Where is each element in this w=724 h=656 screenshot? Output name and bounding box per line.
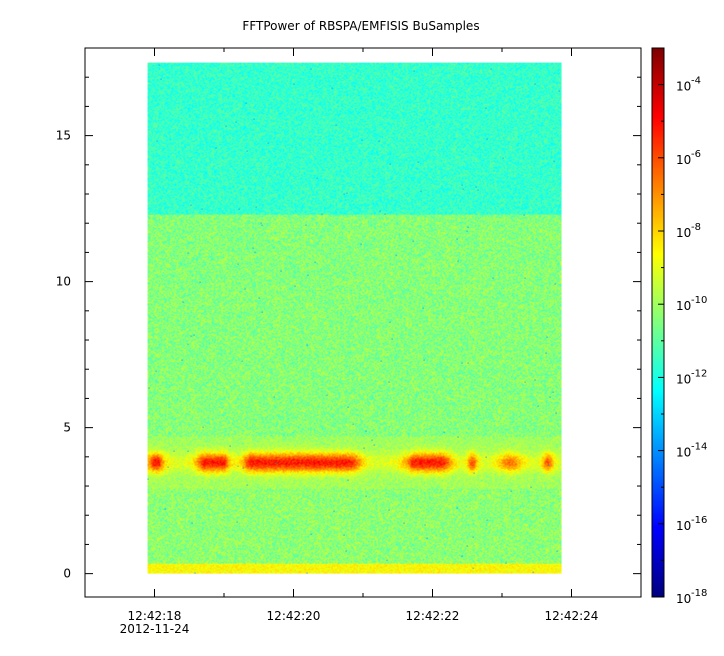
x-tick-label: 12:42:22 <box>406 609 460 623</box>
x-axis: 12:42:18 12:42:20 12:42:22 12:42:24 2012-11-… <box>84 48 642 636</box>
colorbar-tick-exponent: -16 <box>691 515 707 526</box>
colorbar-tick-exponent: -12 <box>691 368 707 379</box>
colorbar-tick-label: 10 <box>676 446 691 460</box>
colorbar-tick-label: 10 <box>676 80 691 94</box>
colorbar-tick-label: 10 <box>676 153 691 167</box>
colorbar-tick-exponent: -6 <box>691 149 701 160</box>
colorbar-tick-label: 10 <box>676 519 691 533</box>
x-date-label: 2012-11-24 <box>120 622 190 636</box>
y-tick-label: 0 <box>63 567 71 581</box>
colorbar-tick-exponent: -14 <box>691 442 707 453</box>
colorbar-tick-label: 10 <box>676 299 691 313</box>
colorbar-tick-exponent: -4 <box>691 76 701 87</box>
colorbar-image <box>652 48 664 597</box>
y-axis: 0 5 10 15 <box>56 76 641 581</box>
y-tick-label: 15 <box>56 129 71 143</box>
x-tick-label: 12:42:24 <box>545 609 599 623</box>
chart-title: FFTPower of RBSPA/EMFISIS BuSamples <box>242 19 479 33</box>
x-tick-label: 12:42:18 <box>128 609 182 623</box>
colorbar-tick-exponent: -18 <box>691 588 707 599</box>
heatmap-image <box>147 62 562 574</box>
x-tick-label: 12:42:20 <box>267 609 321 623</box>
y-tick-label: 10 <box>56 275 71 289</box>
colorbar-tick-label: 10 <box>676 372 691 386</box>
y-tick-label: 5 <box>63 421 71 435</box>
colorbar-tick-exponent: -10 <box>691 295 707 306</box>
colorbar-tick-label: 10 <box>676 226 691 240</box>
colorbar-tick-label: 10 <box>676 592 691 606</box>
colorbar-tick-exponent: -8 <box>691 222 701 233</box>
